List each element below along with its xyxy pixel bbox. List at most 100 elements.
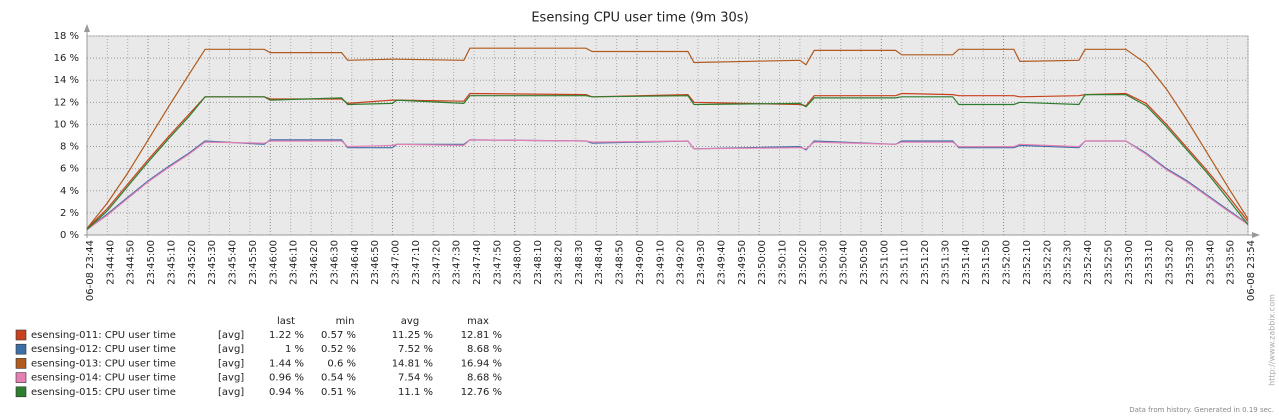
plot-area <box>86 35 1249 236</box>
x-tick-label: 06-08 23:54 <box>1246 240 1257 301</box>
x-tick-label: 23:45:40 <box>228 240 239 285</box>
x-tick-label: 23:53:50 <box>1226 240 1237 285</box>
x-tick-label: 23:52:00 <box>1002 240 1013 285</box>
x-tick-label: 23:53:10 <box>1144 240 1155 285</box>
x-tick-label: 23:50:20 <box>798 240 809 285</box>
y-tick-label: 10 % <box>54 119 79 130</box>
legend-stat: 12.76 % <box>461 387 502 398</box>
legend-stat: 0.52 % <box>321 344 356 355</box>
x-tick-label: 23:53:20 <box>1165 240 1176 285</box>
y-tick-label: 0 % <box>60 230 79 241</box>
legend-stat: 0.54 % <box>321 373 356 384</box>
series-line <box>86 94 1249 230</box>
x-tick-label: 23:53:00 <box>1124 240 1135 285</box>
y-tick-label: 14 % <box>54 75 79 86</box>
x-tick-label: 23:46:10 <box>289 240 300 285</box>
x-tick-label: 23:50:00 <box>757 240 768 285</box>
legend-label: esensing-015: CPU user time <box>31 387 176 398</box>
x-tick-label: 23:48:30 <box>574 240 585 285</box>
x-tick-label: 23:48:20 <box>553 240 564 285</box>
x-tick-label: 23:51:40 <box>961 240 972 285</box>
chart-title: Esensing CPU user time (9m 30s) <box>531 11 748 26</box>
legend-function: [avg] <box>218 344 244 355</box>
x-tick-label: 23:46:40 <box>350 240 361 285</box>
legend-stat: 1 % <box>285 344 304 355</box>
x-tick-label: 23:47:10 <box>411 240 422 285</box>
legend-swatch <box>15 372 27 383</box>
watermark: http://www.zabbix.com <box>1268 294 1277 386</box>
y-tick-label: 16 % <box>54 53 79 64</box>
x-tick-label: 23:48:10 <box>533 240 544 285</box>
x-tick-label: 23:52:40 <box>1083 240 1094 285</box>
legend-stat: 1.22 % <box>269 330 304 341</box>
x-tick-label: 23:46:00 <box>268 240 279 285</box>
legend-stat: 0.96 % <box>269 373 304 384</box>
legend-stat: 16.94 % <box>461 358 502 369</box>
x-tick-label: 23:52:30 <box>1063 240 1074 285</box>
legend-stat: 11.25 % <box>392 330 433 341</box>
x-tick-label: 23:49:20 <box>676 240 687 285</box>
legend-function: [avg] <box>218 330 244 341</box>
legend-column-header: avg <box>401 316 419 327</box>
x-tick-label: 23:50:40 <box>839 240 850 285</box>
legend-label: esensing-012: CPU user time <box>31 344 176 355</box>
x-tick-label: 23:50:10 <box>778 240 789 285</box>
series-line <box>86 47 1249 229</box>
legend-stat: 1.44 % <box>269 358 304 369</box>
legend-stat: 7.52 % <box>398 344 433 355</box>
legend-stat: 12.81 % <box>461 330 502 341</box>
legend-swatch <box>15 329 27 341</box>
x-tick-label: 23:49:50 <box>737 240 748 285</box>
y-tick-label: 18 % <box>54 31 79 42</box>
y-tick-label: 2 % <box>60 208 79 219</box>
x-tick-label: 23:46:50 <box>370 240 381 285</box>
legend-column-header: min <box>336 316 355 327</box>
legend-label: esensing-014: CPU user time <box>31 373 176 384</box>
x-tick-label: 23:44:50 <box>126 240 137 285</box>
legend-stat: 8.68 % <box>467 373 502 384</box>
x-tick-label: 23:53:30 <box>1185 240 1196 285</box>
x-tick-label: 23:47:30 <box>452 240 463 285</box>
x-tick-label: 23:46:30 <box>329 240 340 285</box>
legend-label: esensing-013: CPU user time <box>31 358 176 369</box>
x-tick-label: 23:49:40 <box>716 240 727 285</box>
x-tick-label: 23:45:50 <box>248 240 259 285</box>
series-line <box>86 139 1249 230</box>
legend-stat: 0.51 % <box>321 387 356 398</box>
y-tick-label: 6 % <box>60 164 79 175</box>
legend-label: esensing-011: CPU user time <box>31 330 176 341</box>
legend-stat: 7.54 % <box>398 373 433 384</box>
x-tick-label: 23:51:10 <box>900 240 911 285</box>
footer: Data from history. Generated in 0.19 sec… <box>1129 406 1274 414</box>
x-tick-label: 23:44:40 <box>105 240 116 285</box>
x-tick-label: 23:47:40 <box>472 240 483 285</box>
x-tick-label: 23:48:50 <box>615 240 626 285</box>
legend-column-header: last <box>277 316 295 327</box>
x-tick-label: 23:53:40 <box>1205 240 1216 285</box>
y-tick-label: 12 % <box>54 97 79 108</box>
axis <box>84 26 1254 238</box>
legend-function: [avg] <box>218 373 244 384</box>
x-tick-label: 23:46:20 <box>309 240 320 285</box>
legend-swatch <box>15 358 27 369</box>
x-tick-label: 23:52:10 <box>1022 240 1033 285</box>
x-tick-label: 23:45:00 <box>146 240 157 285</box>
x-tick-label: 23:50:50 <box>859 240 870 285</box>
x-tick-label: 23:51:00 <box>879 240 890 285</box>
legend-function: [avg] <box>218 387 244 398</box>
y-tick-label: 4 % <box>60 186 79 197</box>
legend-column-header: max <box>467 316 489 327</box>
legend-stat: 0.57 % <box>321 330 356 341</box>
x-tick-label: 23:49:30 <box>696 240 707 285</box>
x-tick-label: 23:48:40 <box>594 240 605 285</box>
x-tick-label: 23:45:10 <box>166 240 177 285</box>
x-tick-label: 23:47:00 <box>391 240 402 285</box>
legend-function: [avg] <box>218 358 244 369</box>
x-tick-label: 23:45:30 <box>207 240 218 285</box>
x-tick-label: 23:51:30 <box>940 240 951 285</box>
legend-stat: 0.6 % <box>327 358 356 369</box>
x-tick-label: 23:51:50 <box>981 240 992 285</box>
x-tick-label: 23:49:00 <box>635 240 646 285</box>
x-tick-label: 23:51:20 <box>920 240 931 285</box>
